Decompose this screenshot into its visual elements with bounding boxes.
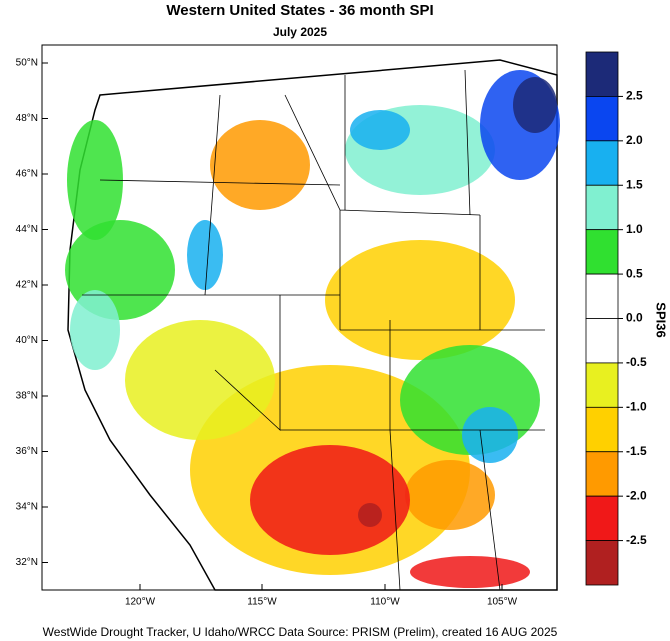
subtitle: July 2025 [273,25,327,39]
spi-region [350,110,410,150]
colorbar-label: -1.0 [626,400,647,414]
lon-label: 105°W [487,597,518,608]
colorbar-label: 0.0 [626,311,643,325]
lat-label: 48°N [16,113,38,124]
colorbar-bin [585,406,619,453]
lat-label: 44°N [16,224,38,235]
colorbar-label: 0.5 [626,266,643,280]
lat-label: 38°N [16,391,38,402]
lat-label: 36°N [16,446,38,457]
lat-label: 32°N [16,557,38,568]
colorbar-bin [585,451,619,497]
colorbar-label: -1.5 [626,444,647,458]
colorbar-bin [585,96,619,142]
lat-ticks: 50°N 48°N 46°N 44°N 42°N 40°N 38°N 36°N 34°N 32°N [16,58,48,568]
state-borders [82,69,545,591]
spi-region [513,77,557,133]
title: Western United States - 36 month SPI [166,2,433,19]
footer-credit: WestWide Drought Tracker, U Idaho/WRCC D… [43,625,558,639]
borders [82,69,545,591]
colorbar-label: 2.0 [626,133,643,147]
spi-region [210,120,310,210]
spi-region [410,556,530,588]
lat-label: 50°N [16,58,38,69]
lat-label: 46°N [16,169,38,180]
colorbar-bin [585,51,619,97]
spi-region [70,290,120,370]
lat-label: 42°N [16,280,38,291]
spi-region [125,320,275,440]
colorbar-bin [585,495,619,541]
colorbar-bin [585,273,619,319]
spi-region [405,460,495,530]
lon-ticks: 120°W 115°W 110°W 105°W [125,584,518,608]
spi-region [462,407,518,463]
lat-label: 40°N [16,335,38,346]
spi-region [250,445,410,555]
colorbar-label: -2.5 [626,533,647,547]
lon-label: 115°W [247,597,277,608]
colorbar-title: SPI36 [654,302,669,337]
colorbar-label: 1.5 [626,177,643,191]
colorbar-label: -2.0 [626,488,647,502]
colorbar-label: 2.5 [626,89,643,103]
spi-region [325,240,515,360]
colorbar-bin [585,229,619,275]
colorbar-bin [585,362,619,408]
colorbar: 2.5 2.0 1.5 1.0 0.5 0.0 -0.5 -1.0 -1.5 -2.0 -2.5 [585,51,647,586]
colorbar-bin [585,540,619,586]
colorbar-label: -0.5 [626,355,647,369]
spi-region [67,120,123,240]
map [41,44,560,591]
colorbar-bin [585,318,619,364]
lat-label: 34°N [16,502,38,513]
lon-label: 110°W [370,597,400,608]
colorbar-label: 1.0 [626,222,643,236]
spi-region [358,503,382,527]
colorbar-bin [585,140,619,186]
lon-label: 120°W [125,597,156,608]
colorbar-bin [585,184,619,231]
spi-region [187,220,223,290]
